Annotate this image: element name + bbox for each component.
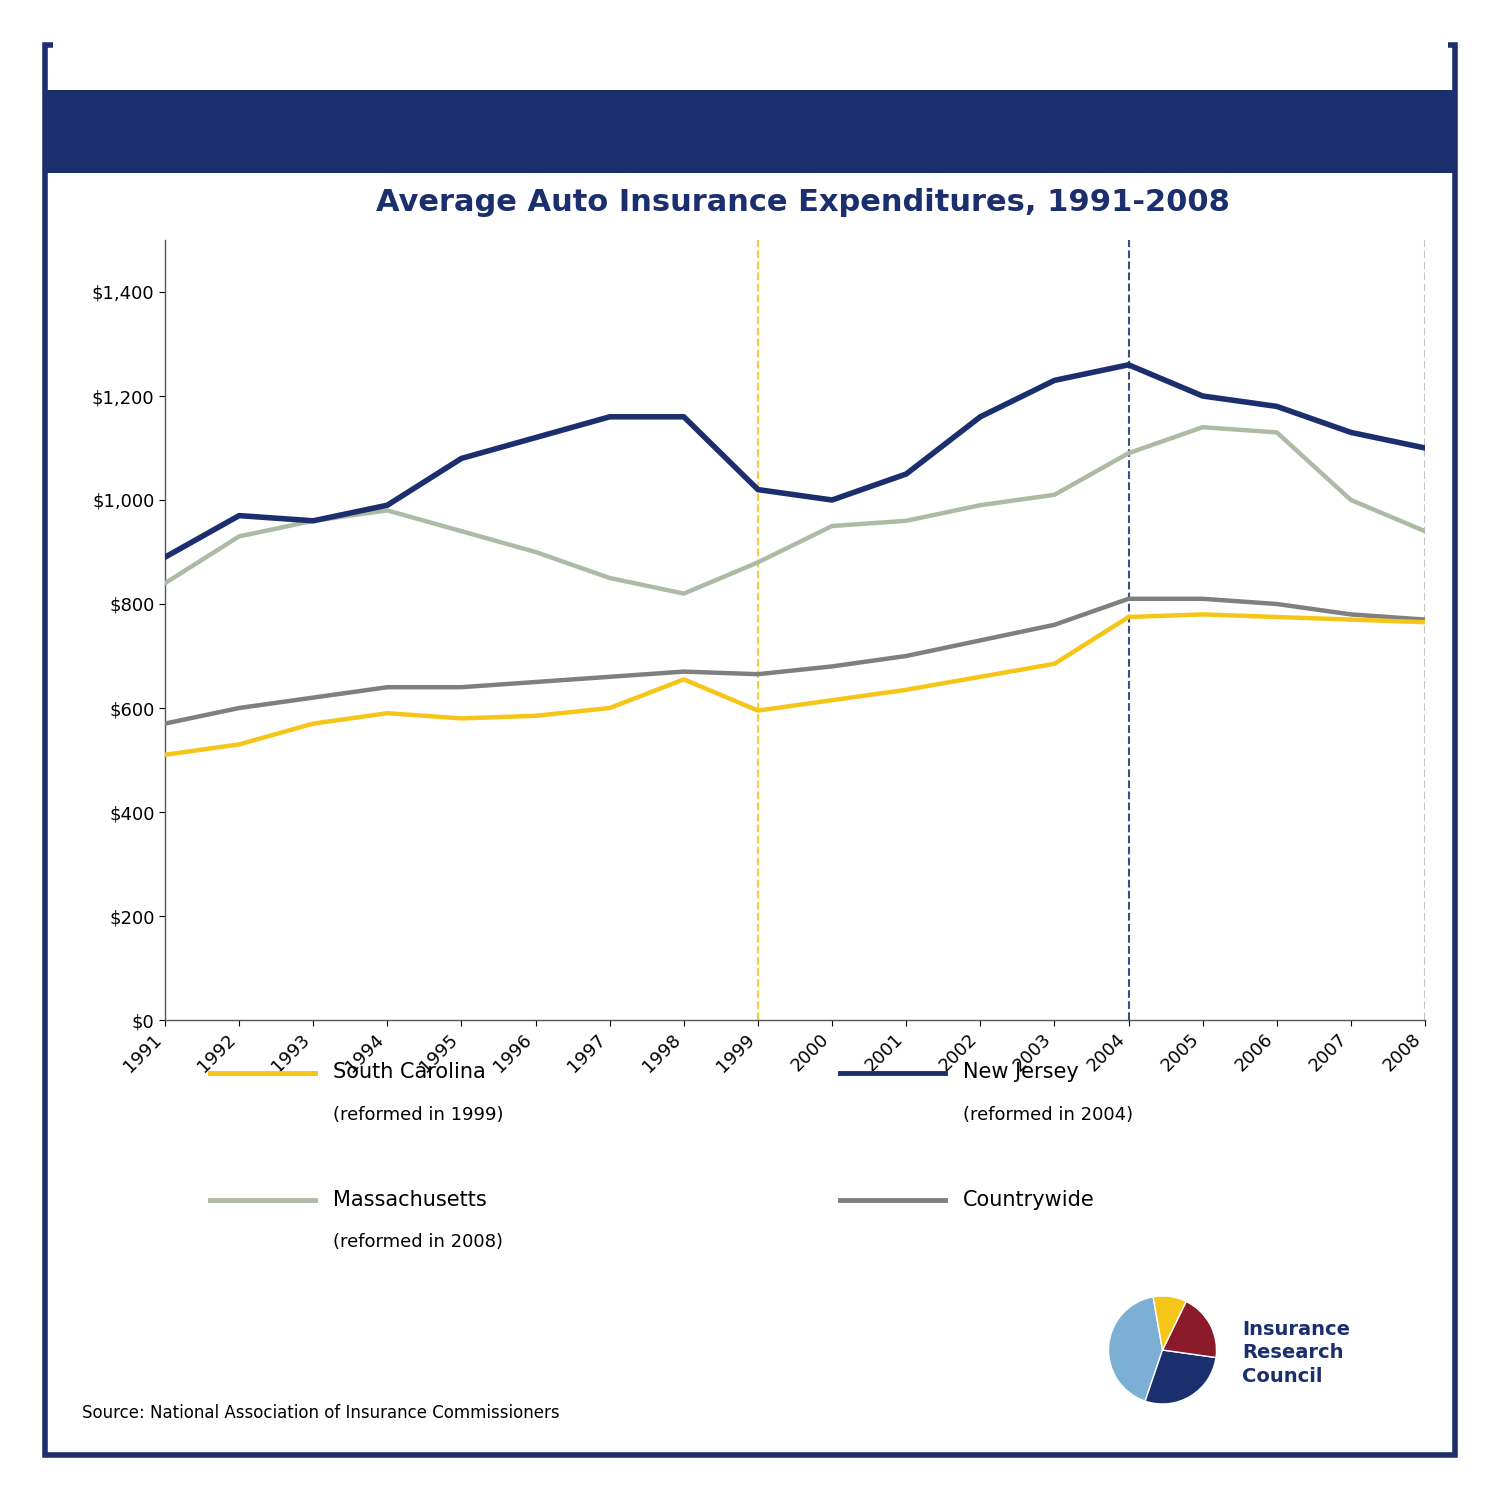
Wedge shape xyxy=(1162,1302,1216,1358)
FancyBboxPatch shape xyxy=(53,18,1448,87)
Text: Massachusetts: Massachusetts xyxy=(333,1190,486,1210)
Wedge shape xyxy=(1144,1350,1216,1404)
FancyBboxPatch shape xyxy=(45,90,1455,172)
Text: Countrywide: Countrywide xyxy=(963,1190,1095,1210)
Text: South Carolina: South Carolina xyxy=(333,1062,486,1083)
Text: Insurance
Research
Council: Insurance Research Council xyxy=(1242,1320,1350,1386)
Text: New Jersey: New Jersey xyxy=(963,1062,1078,1083)
Text: Average Auto Insurance Expenditures, 1991-2008: Average Auto Insurance Expenditures, 199… xyxy=(375,188,1230,218)
Text: Source: National Association of Insurance Commissioners: Source: National Association of Insuranc… xyxy=(82,1404,560,1422)
Text: (reformed in 2004): (reformed in 2004) xyxy=(963,1106,1132,1124)
Wedge shape xyxy=(1108,1298,1162,1401)
Text: (reformed in 2008): (reformed in 2008) xyxy=(333,1233,502,1251)
Text: (reformed in 1999): (reformed in 1999) xyxy=(333,1106,504,1124)
Wedge shape xyxy=(1154,1296,1186,1350)
